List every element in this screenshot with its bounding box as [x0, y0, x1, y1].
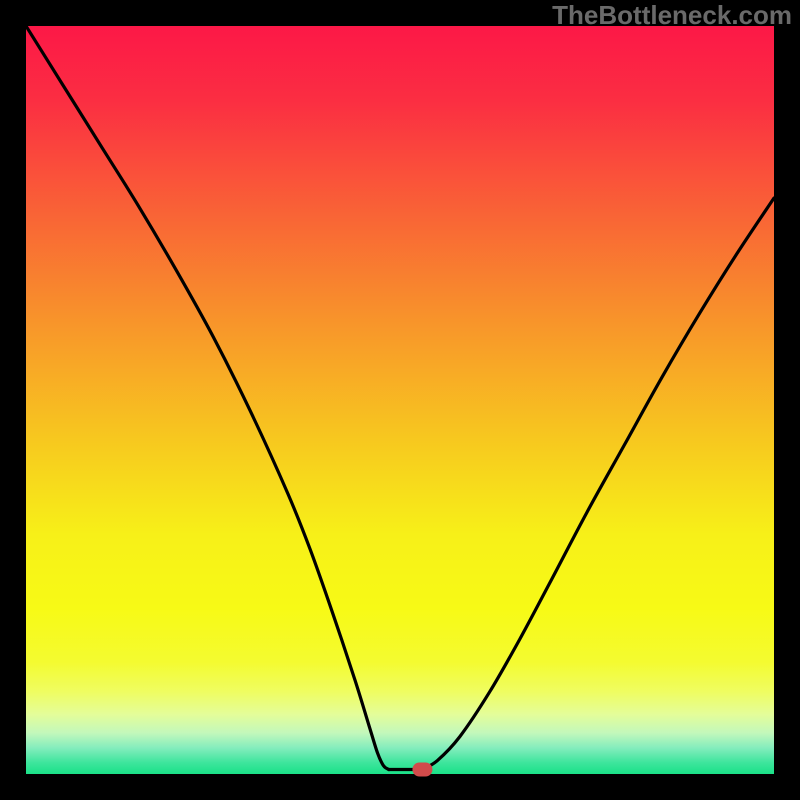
plot-background-gradient [26, 26, 774, 774]
plot-area [26, 26, 774, 774]
watermark-text: TheBottleneck.com [552, 0, 792, 31]
